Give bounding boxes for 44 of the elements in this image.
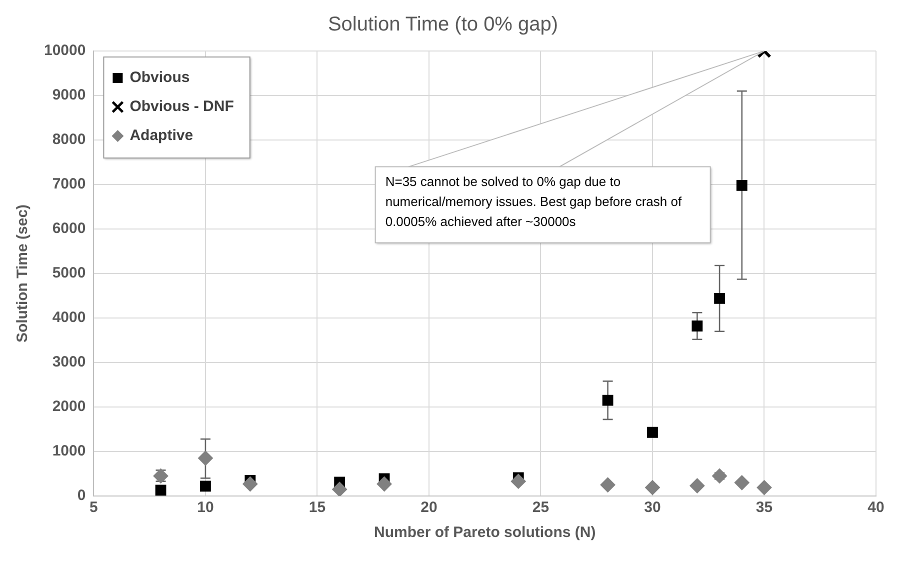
x-tick-label: 40 (868, 499, 884, 516)
y-tick-label: 4000 (52, 309, 86, 326)
x-tick-label: 20 (420, 499, 438, 516)
point (714, 292, 725, 304)
annotation: N=35 cannot be solved to 0% gap due to numerical/memory issues. Best gap before crash of 0.0005% achieved after ~30000s (385, 174, 682, 229)
y-tick-label: 1000 (52, 442, 86, 460)
point (692, 320, 703, 332)
point (644, 480, 660, 496)
x-tick-label: 15 (308, 499, 326, 516)
y-axis-title: Solution Time (sec) (14, 204, 32, 343)
point (734, 475, 750, 490)
y-tick-label: 0 (77, 487, 86, 504)
y-tick-label: 8000 (52, 131, 86, 148)
chart-title: Solution Time (to 0% gap) (328, 14, 558, 36)
point (647, 426, 658, 438)
x-tick-label: 5 (90, 499, 98, 516)
point (376, 476, 392, 492)
point (155, 484, 166, 496)
point (198, 450, 213, 466)
y-tick-label: 2000 (52, 398, 86, 416)
point (602, 394, 614, 406)
y-tick-label: 5000 (52, 264, 86, 282)
legend-label: Obvious (130, 69, 190, 86)
y-tick-label: 7000 (52, 176, 86, 193)
point (600, 477, 616, 492)
point (200, 480, 211, 492)
y-tick-label: 6000 (52, 220, 86, 238)
x-tick-label: 25 (532, 499, 550, 516)
y-tick-label: 10000 (44, 42, 86, 60)
x-tick-label: 35 (756, 499, 773, 516)
y-tick-label: 9000 (52, 86, 86, 104)
x-axis-title: Number of Pareto solutions (N) (374, 524, 596, 542)
point (690, 478, 705, 494)
point (510, 474, 526, 489)
point (712, 468, 728, 484)
point (756, 480, 772, 496)
x-tick-label: 10 (197, 499, 214, 516)
point (332, 482, 348, 496)
y-tick-label: 3000 (52, 354, 86, 371)
legend-label: Obvious - DNF (130, 98, 234, 116)
point (736, 180, 748, 191)
legend-label: Adaptive (130, 127, 194, 144)
point (242, 476, 258, 492)
x-tick-label: 30 (644, 499, 661, 516)
